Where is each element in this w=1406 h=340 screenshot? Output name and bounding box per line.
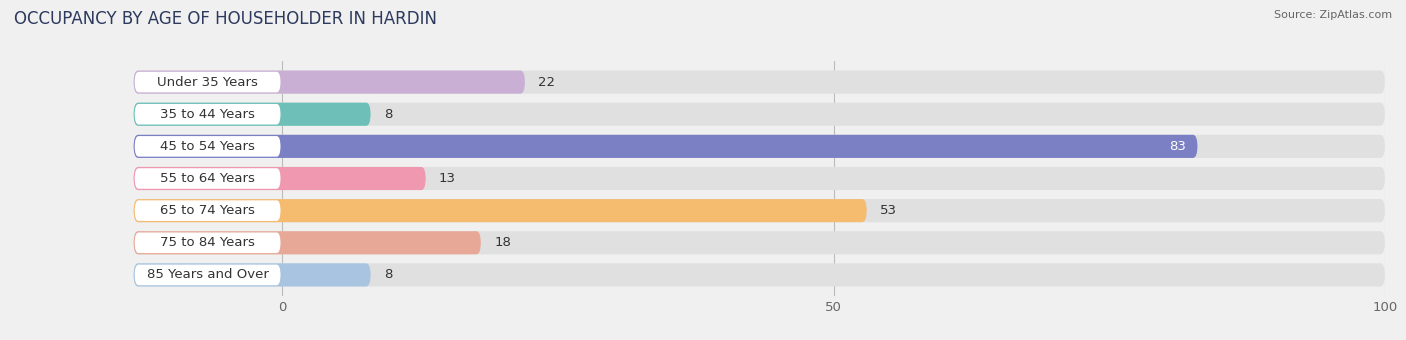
FancyBboxPatch shape (135, 136, 281, 157)
FancyBboxPatch shape (135, 200, 281, 221)
Text: Source: ZipAtlas.com: Source: ZipAtlas.com (1274, 10, 1392, 20)
Text: 83: 83 (1170, 140, 1187, 153)
FancyBboxPatch shape (134, 167, 1385, 190)
FancyBboxPatch shape (135, 265, 281, 285)
FancyBboxPatch shape (134, 70, 1385, 94)
FancyBboxPatch shape (134, 264, 1385, 287)
FancyBboxPatch shape (134, 199, 1385, 222)
Text: 8: 8 (384, 268, 392, 282)
Text: 45 to 54 Years: 45 to 54 Years (160, 140, 254, 153)
FancyBboxPatch shape (134, 70, 524, 94)
FancyBboxPatch shape (135, 72, 281, 92)
FancyBboxPatch shape (135, 168, 281, 189)
Text: 85 Years and Over: 85 Years and Over (146, 268, 269, 282)
FancyBboxPatch shape (135, 104, 281, 124)
FancyBboxPatch shape (134, 231, 1385, 254)
Text: 53: 53 (880, 204, 897, 217)
Text: 55 to 64 Years: 55 to 64 Years (160, 172, 254, 185)
FancyBboxPatch shape (134, 199, 866, 222)
Text: 8: 8 (384, 108, 392, 121)
Text: 22: 22 (538, 75, 555, 89)
Text: 65 to 74 Years: 65 to 74 Years (160, 204, 254, 217)
FancyBboxPatch shape (134, 103, 1385, 126)
FancyBboxPatch shape (134, 231, 481, 254)
FancyBboxPatch shape (134, 264, 371, 287)
Text: 18: 18 (494, 236, 510, 249)
Text: Under 35 Years: Under 35 Years (157, 75, 259, 89)
Text: 13: 13 (439, 172, 456, 185)
Text: OCCUPANCY BY AGE OF HOUSEHOLDER IN HARDIN: OCCUPANCY BY AGE OF HOUSEHOLDER IN HARDI… (14, 10, 437, 28)
FancyBboxPatch shape (134, 135, 1385, 158)
FancyBboxPatch shape (135, 233, 281, 253)
FancyBboxPatch shape (134, 103, 371, 126)
FancyBboxPatch shape (134, 167, 426, 190)
Text: 75 to 84 Years: 75 to 84 Years (160, 236, 254, 249)
Text: 35 to 44 Years: 35 to 44 Years (160, 108, 254, 121)
FancyBboxPatch shape (134, 135, 1198, 158)
